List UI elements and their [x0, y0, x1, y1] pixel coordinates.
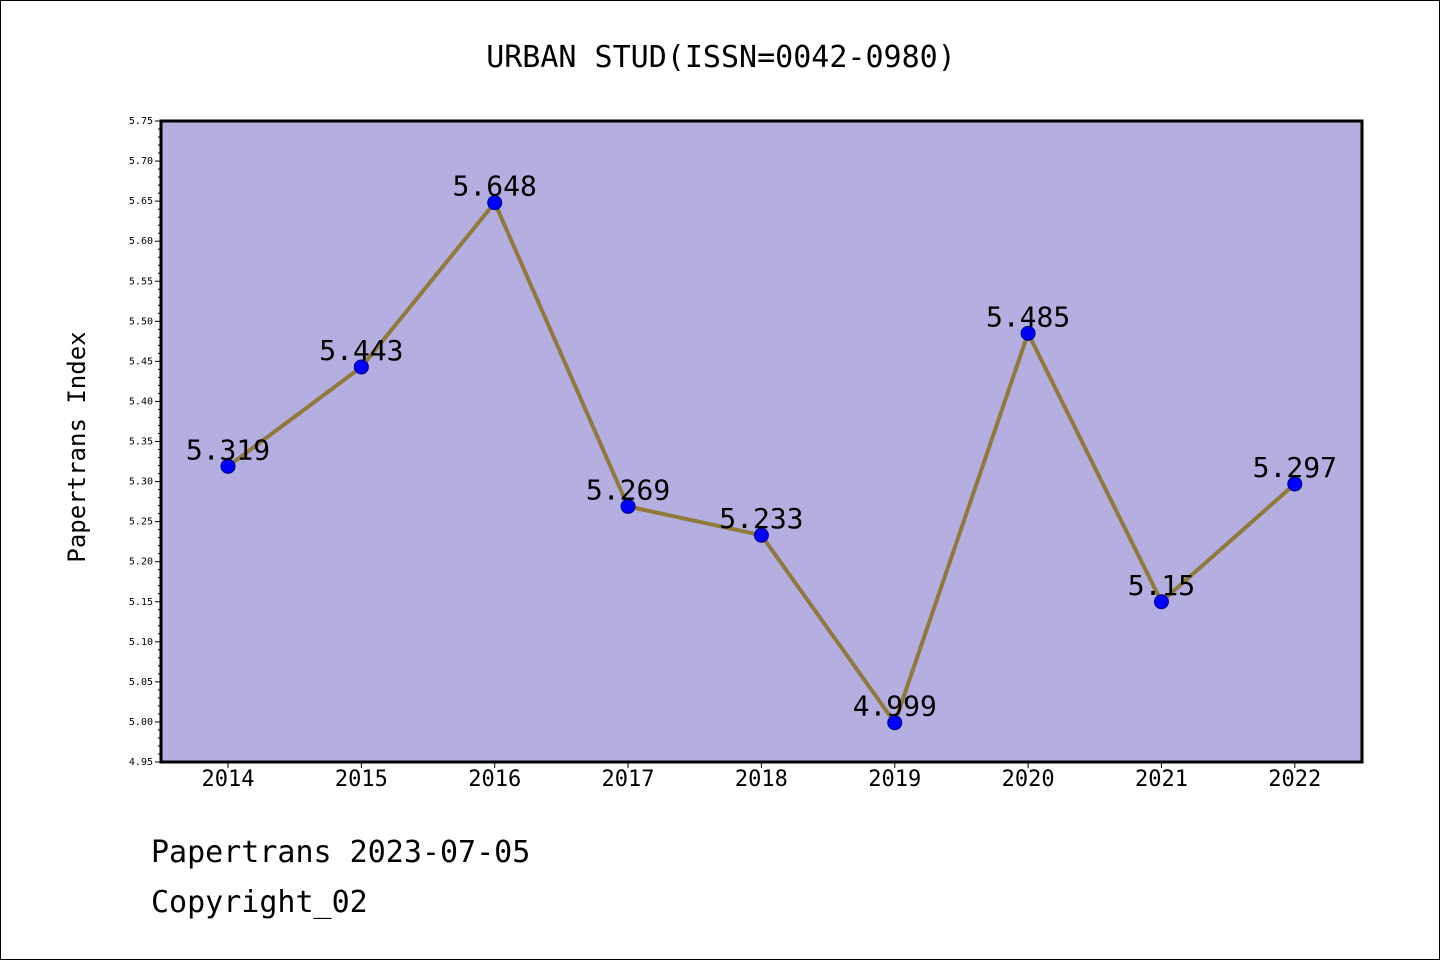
data-label: 5.443	[319, 334, 403, 367]
x-axis-ticks: 2014 2015 2016 2017 2018 2019 2020 2021 2022	[202, 762, 1321, 792]
y-tick-label: 5.65	[129, 196, 153, 207]
y-tick-label: 5.10	[129, 637, 153, 648]
data-point	[487, 195, 503, 211]
data-label: 5.648	[453, 170, 537, 203]
data-point	[753, 527, 769, 543]
x-tick-label: 2018	[735, 767, 788, 792]
data-point	[620, 498, 636, 514]
y-tick-label: 5.70	[129, 156, 153, 167]
y-tick-label: 5.15	[129, 597, 153, 608]
data-label: 5.269	[586, 473, 670, 506]
data-point	[1020, 325, 1036, 341]
y-tick-label: 5.50	[129, 316, 153, 327]
x-tick-label: 2016	[468, 767, 521, 792]
x-tick-label: 2015	[335, 767, 388, 792]
data-label: 5.233	[719, 502, 803, 535]
data-labels: 5.319 5.443 5.648 5.269 5.233 4.999 5.485 5.15 5…	[186, 170, 1337, 723]
plot-area	[159, 119, 1364, 764]
x-tick-label: 2017	[602, 767, 655, 792]
data-markers	[220, 195, 1303, 731]
y-tick-label: 5.60	[129, 236, 153, 247]
data-label: 5.485	[986, 300, 1070, 333]
chart-title: URBAN STUD(ISSN=0042-0980)	[486, 40, 956, 75]
data-label: 4.999	[853, 690, 937, 723]
x-tick-label: 2014	[202, 767, 255, 792]
y-axis-ticks: 4.95 5.00 5.05 5.10 5.15 5.20 5.25 5.30 5.35 5.40…	[129, 116, 161, 768]
y-tick-label: 5.40	[129, 396, 153, 407]
x-tick-label: 2021	[1135, 767, 1188, 792]
data-label: 5.297	[1253, 451, 1337, 484]
y-tick-label: 4.95	[129, 757, 153, 768]
data-point	[353, 359, 369, 375]
y-tick-label: 5.05	[129, 677, 153, 688]
y-tick-label: 5.35	[129, 437, 153, 448]
y-tick-label: 5.30	[129, 477, 153, 488]
y-tick-label: 5.55	[129, 276, 153, 287]
data-point	[1153, 594, 1169, 610]
footer-copyright: Copyright_02	[151, 885, 368, 920]
y-tick-label: 5.20	[129, 557, 153, 568]
data-point	[1287, 476, 1303, 492]
y-tick-label: 5.00	[129, 717, 153, 728]
data-point	[220, 458, 236, 474]
footer-date: Papertrans 2023-07-05	[151, 835, 531, 870]
data-label: 5.15	[1128, 569, 1195, 602]
y-axis-label: Papertrans Index	[63, 331, 91, 562]
x-tick-label: 2022	[1268, 767, 1321, 792]
y-tick-label: 5.75	[129, 116, 153, 127]
y-tick-label: 5.45	[129, 356, 153, 367]
x-tick-label: 2020	[1002, 767, 1055, 792]
data-label: 5.319	[186, 433, 270, 466]
y-tick-label: 5.25	[129, 517, 153, 528]
x-tick-label: 2019	[868, 767, 921, 792]
data-point	[887, 715, 903, 731]
